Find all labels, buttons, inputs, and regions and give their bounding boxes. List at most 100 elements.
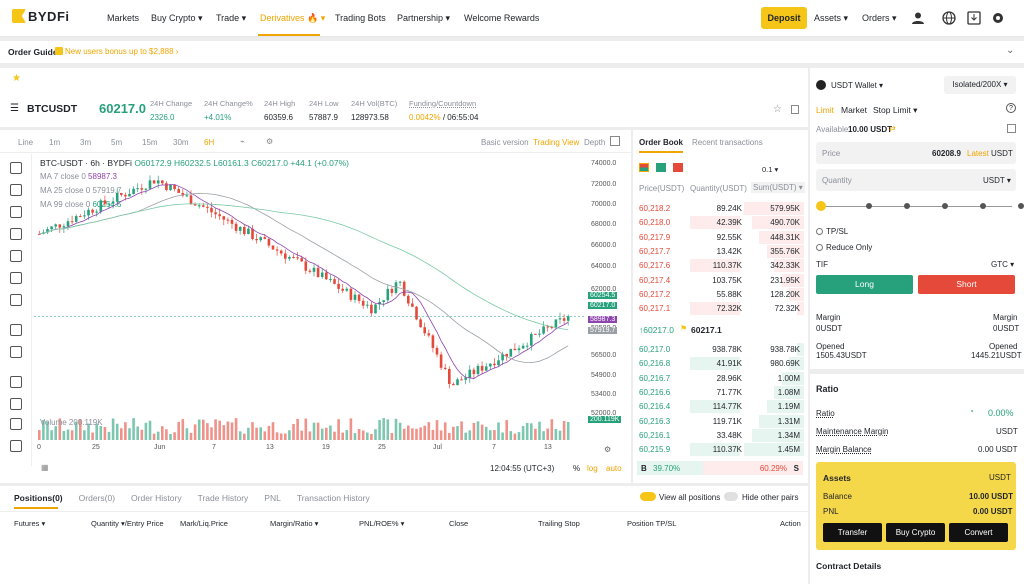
nav-trade[interactable]: Trade ▾ bbox=[216, 13, 247, 23]
nav-derivatives[interactable]: Derivatives 🔥 ▾ bbox=[260, 13, 326, 23]
bid-row[interactable]: 60,216.3 119.71K 1.31M bbox=[633, 414, 808, 428]
percent-toggle[interactable]: % bbox=[573, 464, 581, 473]
eye-icon[interactable] bbox=[10, 440, 22, 452]
help-icon[interactable]: ? bbox=[1006, 103, 1016, 113]
nav-trading-bots[interactable]: Trading Bots bbox=[335, 13, 386, 23]
bid-row[interactable]: 60,216.8 41.91K 980.69K bbox=[633, 357, 808, 371]
slider-step[interactable] bbox=[904, 203, 910, 209]
margin-mode-select[interactable]: Isolated/200X ▾ bbox=[944, 76, 1016, 94]
bid-row[interactable]: 60,216.4 114.77K 1.19M bbox=[633, 400, 808, 414]
deposit-button[interactable]: Deposit bbox=[761, 7, 807, 29]
ask-row[interactable]: 60,218.0 42.39K 490.70K bbox=[633, 216, 808, 230]
slider-step[interactable] bbox=[866, 203, 872, 209]
slider-handle[interactable] bbox=[816, 201, 826, 211]
lock-draw-icon[interactable] bbox=[10, 418, 22, 430]
quantity-unit-select[interactable]: USDT ▾ bbox=[983, 176, 1011, 185]
tab-recent-transactions[interactable]: Recent transactions bbox=[692, 138, 763, 147]
document-icon[interactable] bbox=[791, 105, 799, 114]
nav-partnership[interactable]: Partnership ▾ bbox=[397, 13, 451, 23]
view-trading-view[interactable]: Trading View bbox=[533, 138, 580, 147]
view-all-toggle[interactable] bbox=[640, 492, 656, 501]
precision-select[interactable]: 0.1 ▾ bbox=[762, 165, 779, 174]
funding-label[interactable]: Funding/Countdown bbox=[409, 99, 477, 108]
user-icon[interactable] bbox=[911, 11, 925, 25]
col-sum[interactable]: Sum(USDT) ▾ bbox=[751, 182, 805, 193]
favorite-star-icon[interactable]: ★ bbox=[12, 73, 21, 84]
interval-5m[interactable]: 5m bbox=[111, 138, 123, 147]
positions-tab[interactable]: Transaction History bbox=[296, 493, 370, 503]
tab-stop-limit[interactable]: Stop Limit ▾ bbox=[873, 105, 918, 115]
buy-crypto-button[interactable]: Buy Crypto bbox=[886, 523, 945, 542]
positions-col[interactable]: PNL/ROE% ▾ bbox=[359, 519, 405, 528]
time-settings-icon[interactable]: ⚙ bbox=[604, 445, 612, 454]
interval-3m[interactable]: 3m bbox=[80, 138, 92, 147]
reduce-only-radio[interactable] bbox=[816, 244, 823, 251]
positions-col[interactable]: Quantity ▾/Entry Price bbox=[91, 519, 164, 528]
slider-step[interactable] bbox=[980, 203, 986, 209]
convert-button[interactable]: Convert bbox=[949, 523, 1008, 542]
chevron-down-icon[interactable]: ⌄ bbox=[1006, 45, 1015, 56]
view-all-label[interactable]: View all positions bbox=[659, 493, 721, 502]
bid-row[interactable]: 60,217.0 938.78K 938.78K bbox=[633, 343, 808, 356]
bonus-promo-link[interactable]: New users bonus up to $2,888 › bbox=[65, 47, 179, 56]
magnet-icon[interactable] bbox=[10, 376, 22, 388]
view-basic[interactable]: Basic version bbox=[481, 138, 529, 147]
trend-line-icon[interactable] bbox=[10, 184, 22, 196]
wallet-select[interactable]: USDT Wallet ▾ bbox=[831, 81, 884, 90]
tab-market[interactable]: Market bbox=[841, 105, 867, 115]
positions-col[interactable]: Margin/Ratio ▾ bbox=[270, 519, 319, 528]
book-both-icon[interactable] bbox=[639, 163, 649, 172]
short-button[interactable]: Short bbox=[918, 275, 1015, 294]
slider-step[interactable] bbox=[942, 203, 948, 209]
nav-orders[interactable]: Orders ▾ bbox=[862, 13, 897, 23]
text-icon[interactable] bbox=[10, 272, 22, 284]
ask-row[interactable]: 60,217.9 92.55K 448.31K bbox=[633, 230, 808, 244]
leverage-slider-track[interactable] bbox=[820, 206, 1012, 207]
star-outline-icon[interactable]: ☆ bbox=[773, 104, 782, 115]
tab-limit[interactable]: Limit bbox=[816, 105, 834, 115]
interval-6h[interactable]: 6H bbox=[204, 138, 215, 147]
positions-col[interactable]: Futures ▾ bbox=[14, 519, 46, 528]
quantity-input[interactable]: Quantity USDT ▾ bbox=[816, 169, 1016, 191]
order-guide-title[interactable]: Order Guide bbox=[8, 47, 58, 57]
hide-pairs-toggle[interactable] bbox=[724, 492, 738, 501]
auto-toggle[interactable]: auto bbox=[606, 464, 622, 473]
chart-settings-icon[interactable]: ⚙ bbox=[266, 137, 274, 146]
book-asks-icon[interactable] bbox=[673, 163, 683, 172]
ask-row[interactable]: 60,217.1 72.32K 72.32K bbox=[633, 302, 808, 316]
contract-details-title[interactable]: Contract Details bbox=[816, 561, 882, 571]
symbol-name[interactable]: BTCUSDT bbox=[27, 103, 78, 115]
ask-row[interactable]: 60,217.4 103.75K 231.95K bbox=[633, 273, 808, 287]
nav-buy-crypto[interactable]: Buy Crypto ▾ bbox=[151, 13, 203, 23]
transfer-icon[interactable]: ⇄ bbox=[889, 124, 896, 133]
brush-icon[interactable] bbox=[10, 250, 22, 262]
bid-row[interactable]: 60,216.7 28.96K 1.00M bbox=[633, 371, 808, 385]
tpsl-radio[interactable] bbox=[816, 228, 823, 235]
globe-icon[interactable] bbox=[942, 11, 956, 25]
price-input[interactable]: Price 60208.9 Latest USDT bbox=[816, 142, 1016, 164]
menu-icon[interactable]: ☰ bbox=[10, 103, 19, 114]
long-button[interactable]: Long bbox=[816, 275, 913, 294]
positions-tab[interactable]: Orders(0) bbox=[78, 493, 116, 503]
slider-step[interactable] bbox=[1018, 203, 1024, 209]
interval-1m[interactable]: 1m bbox=[49, 138, 61, 147]
ask-row[interactable]: 60,218.2 89.24K 579.95K bbox=[633, 202, 808, 215]
interval-30m[interactable]: 30m bbox=[173, 138, 189, 147]
nav-welcome-rewards[interactable]: Welcome Rewards bbox=[464, 13, 540, 23]
calculator-icon[interactable] bbox=[1007, 124, 1016, 133]
interval-line[interactable]: Line bbox=[18, 138, 34, 147]
nav-markets[interactable]: Markets bbox=[107, 13, 140, 23]
pitchfork-icon[interactable] bbox=[10, 228, 22, 240]
candlestick-chart[interactable] bbox=[34, 154, 586, 444]
hide-pairs-label[interactable]: Hide other pairs bbox=[742, 493, 799, 502]
positions-tab[interactable]: PNL bbox=[264, 493, 281, 503]
latest-button[interactable]: Latest bbox=[967, 149, 989, 158]
ask-row[interactable]: 60,217.6 110.37K 342.33K bbox=[633, 259, 808, 273]
calendar-icon[interactable]: ▦ bbox=[41, 463, 49, 472]
brand-logo[interactable]: BYDFi bbox=[12, 9, 70, 24]
tpsl-label[interactable]: TP/SL bbox=[826, 227, 849, 236]
zoom-in-icon[interactable] bbox=[10, 346, 22, 358]
price-value[interactable]: 60208.9 bbox=[932, 149, 961, 158]
emoji-icon[interactable] bbox=[10, 294, 22, 306]
ask-row[interactable]: 60,217.2 55.88K 128.20K bbox=[633, 287, 808, 301]
